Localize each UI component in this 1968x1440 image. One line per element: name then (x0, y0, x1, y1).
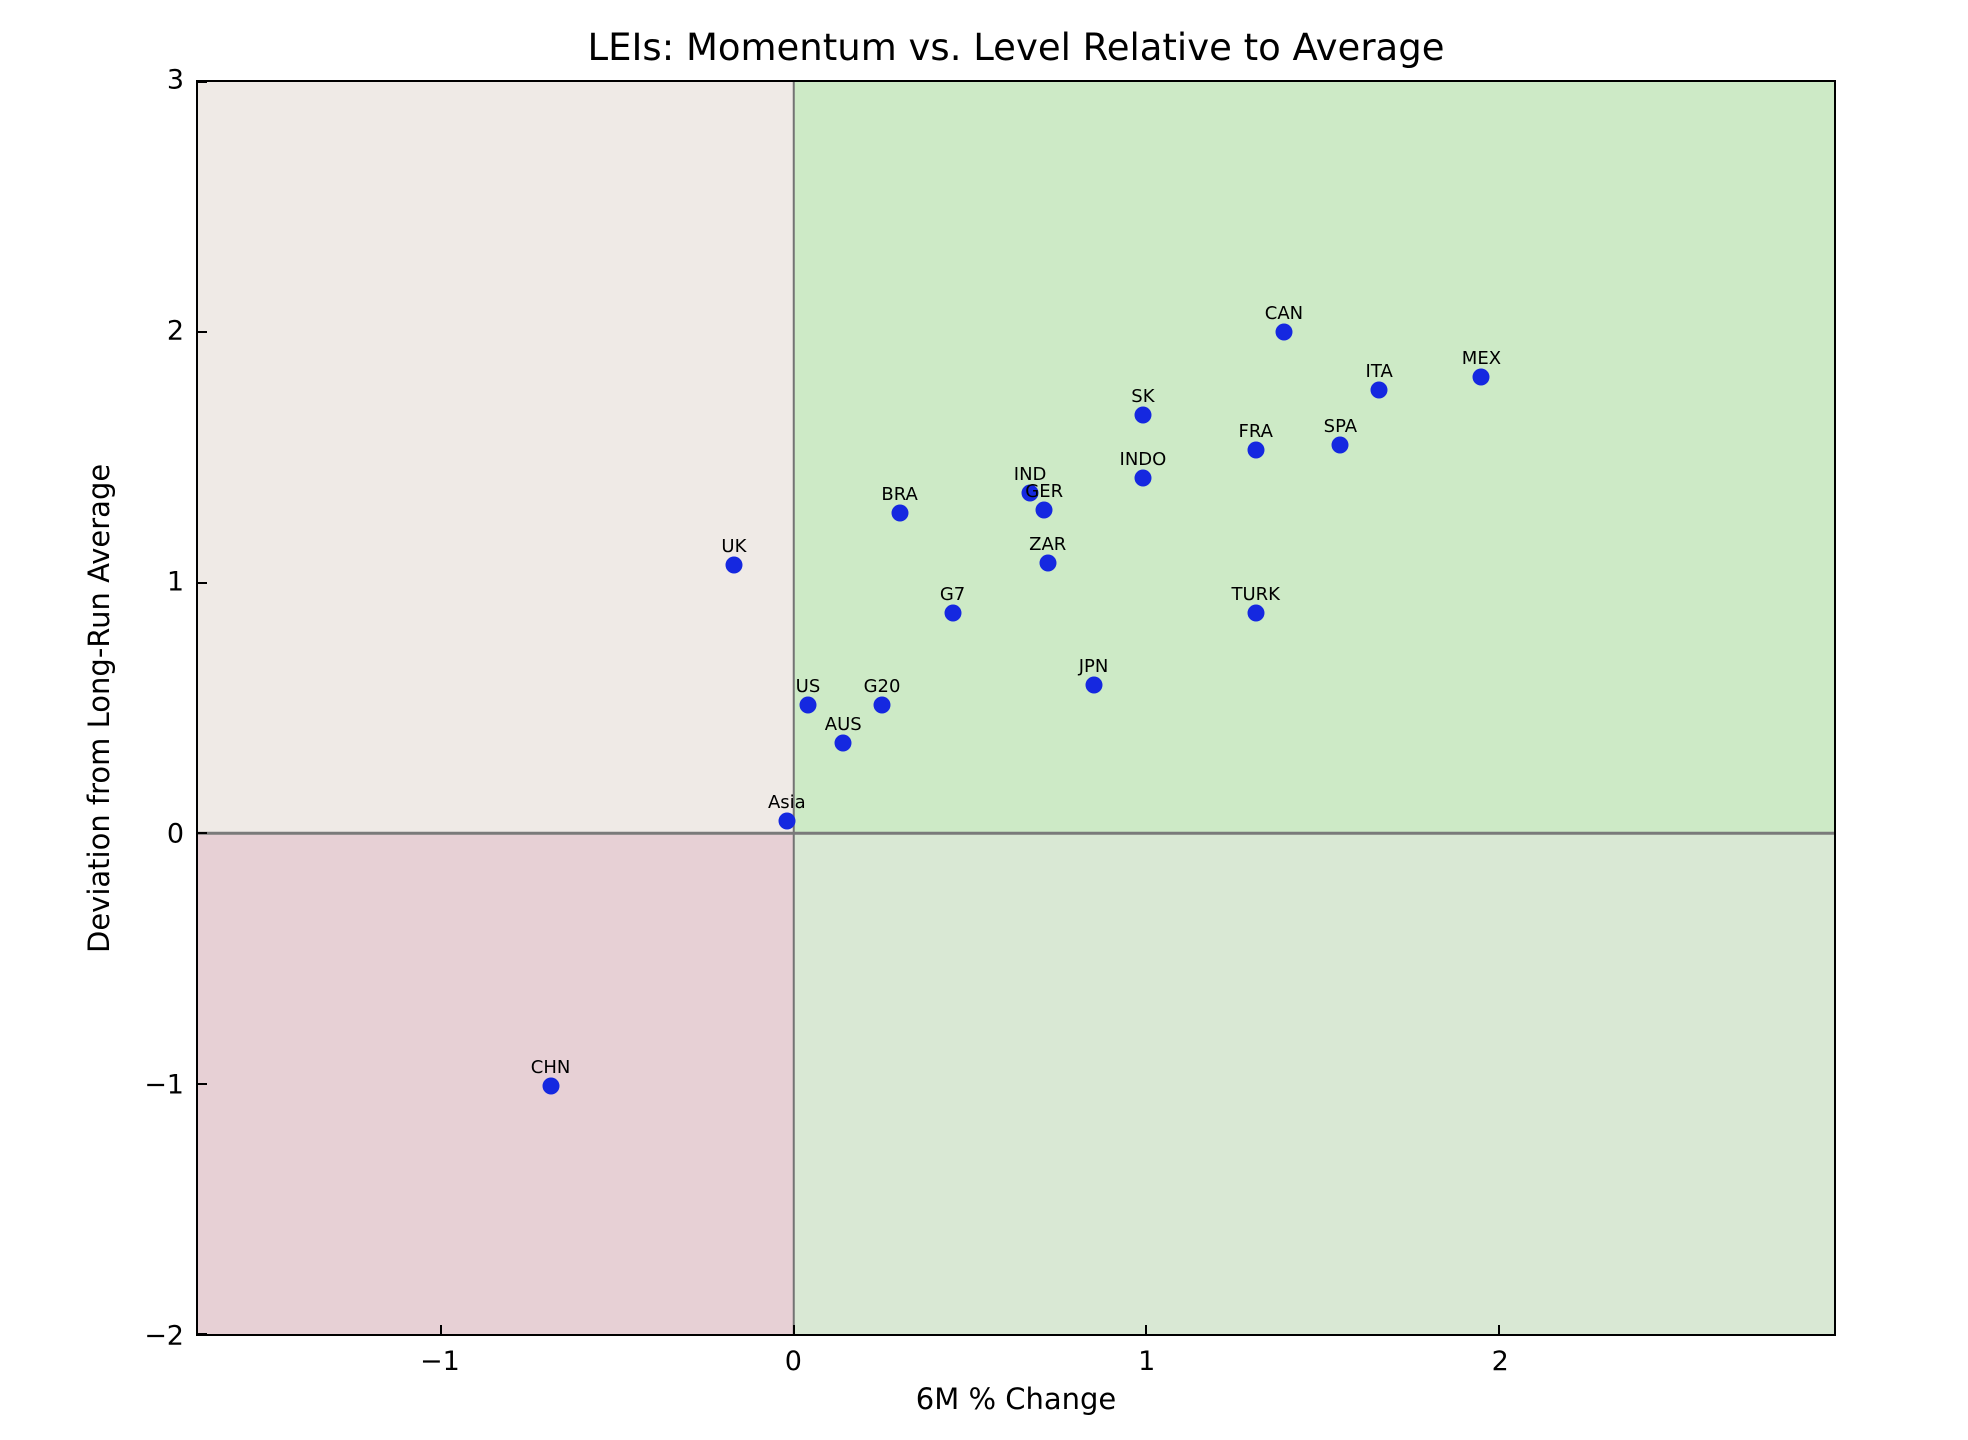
scatter-point (542, 1077, 560, 1095)
chart-title: LEIs: Momentum vs. Level Relative to Ave… (587, 26, 1445, 69)
quadrant-top-right (793, 82, 1834, 834)
y-tick-label: 3 (166, 64, 184, 96)
scatter-point (891, 504, 909, 522)
point-label: BRA (881, 483, 918, 505)
y-tick-label: −1 (144, 1069, 184, 1101)
x-tick-label: 0 (784, 1346, 802, 1377)
point-label: US (795, 676, 821, 698)
point-label: AUS (824, 714, 862, 736)
quadrant-top-left (198, 82, 794, 834)
point-label: UK (721, 536, 747, 558)
x-axis-label: 6M % Change (915, 1382, 1117, 1416)
scatter-point (1472, 368, 1490, 386)
point-label: SK (1131, 386, 1155, 408)
point-label: INDO (1119, 448, 1167, 470)
scatter-point (834, 734, 852, 752)
x-tick-label: 2 (1491, 1346, 1509, 1377)
point-label: ITA (1365, 360, 1393, 382)
y-tick-mark (198, 1333, 207, 1334)
scatter-point (1085, 676, 1103, 694)
y-tick-mark (198, 331, 207, 334)
scatter-point (725, 556, 743, 574)
y-tick-label: −2 (144, 1320, 184, 1352)
scatter-point (1021, 484, 1039, 502)
y-tick-mark (198, 1082, 207, 1085)
y-tick-mark (198, 832, 207, 835)
point-label: G20 (863, 676, 901, 698)
point-label: TURK (1231, 583, 1280, 605)
scatter-point (944, 604, 962, 622)
point-label: G7 (939, 583, 966, 605)
quadrant-bottom-left (198, 833, 794, 1334)
point-label: IND (1013, 463, 1047, 485)
scatter-point (1247, 441, 1265, 459)
point-label: CAN (1264, 303, 1304, 325)
x-zero-line (792, 82, 796, 1334)
point-label: JPN (1078, 656, 1109, 678)
x-tick-label: 1 (1138, 1346, 1156, 1377)
point-label: FRA (1238, 421, 1273, 443)
point-label: MEX (1461, 348, 1502, 370)
x-tick-label: −1 (419, 1346, 460, 1377)
point-label: GER (1025, 481, 1064, 503)
y-tick-mark (198, 82, 207, 83)
point-label: Asia (767, 791, 806, 813)
scatter-point (873, 696, 891, 714)
y-tick-mark (198, 581, 207, 584)
x-tick-mark (1145, 1325, 1148, 1334)
x-tick-mark (1498, 1325, 1501, 1334)
scatter-point (799, 696, 817, 714)
point-label: ZAR (1029, 533, 1067, 555)
scatter-point (1039, 554, 1057, 572)
scatter-point (1370, 381, 1388, 399)
quadrant-bottom-right (793, 833, 1834, 1334)
x-tick-mark (440, 1325, 443, 1334)
scatter-point (1134, 469, 1152, 487)
x-tick-mark (792, 1325, 795, 1334)
scatter-point (1331, 436, 1349, 454)
scatter-point (1247, 604, 1265, 622)
scatter-point (1275, 323, 1293, 341)
point-label: CHN (530, 1057, 571, 1079)
point-label: SPA (1323, 416, 1358, 438)
y-tick-label: 2 (166, 315, 184, 347)
scatter-point (1134, 406, 1152, 424)
scatter-point (1035, 501, 1053, 519)
y-tick-label: 1 (166, 566, 184, 598)
y-zero-line (198, 831, 1834, 835)
plot-area: US G20 AUS Asia UK G7 JPN BRA IND GER ZAR INDO SK FRA… (196, 80, 1836, 1336)
y-tick-label: 0 (166, 818, 184, 850)
y-axis-label: Deviation from Long-Run Average (82, 463, 116, 953)
scatter-point (778, 812, 796, 830)
